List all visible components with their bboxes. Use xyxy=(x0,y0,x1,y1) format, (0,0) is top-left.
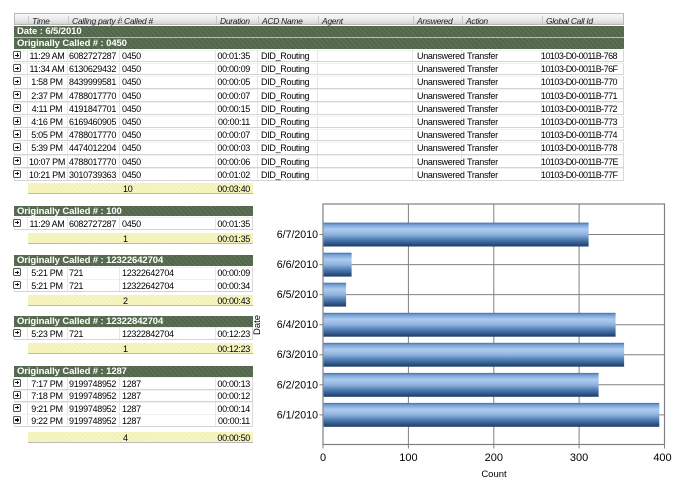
svg-text:6/7/2010: 6/7/2010 xyxy=(277,229,318,241)
svg-text:Date: Date xyxy=(253,315,263,335)
svg-text:100: 100 xyxy=(399,452,417,464)
svg-text:200: 200 xyxy=(485,452,503,464)
svg-text:6/4/2010: 6/4/2010 xyxy=(277,319,318,331)
svg-text:6/2/2010: 6/2/2010 xyxy=(277,379,318,391)
svg-text:Count: Count xyxy=(481,469,507,480)
svg-text:6/3/2010: 6/3/2010 xyxy=(277,349,318,361)
svg-text:300: 300 xyxy=(570,452,588,464)
svg-text:0: 0 xyxy=(320,452,326,464)
svg-text:400: 400 xyxy=(653,452,671,464)
svg-text:6/6/2010: 6/6/2010 xyxy=(277,259,318,271)
svg-text:6/1/2010: 6/1/2010 xyxy=(277,409,318,421)
svg-text:6/5/2010: 6/5/2010 xyxy=(277,289,318,301)
